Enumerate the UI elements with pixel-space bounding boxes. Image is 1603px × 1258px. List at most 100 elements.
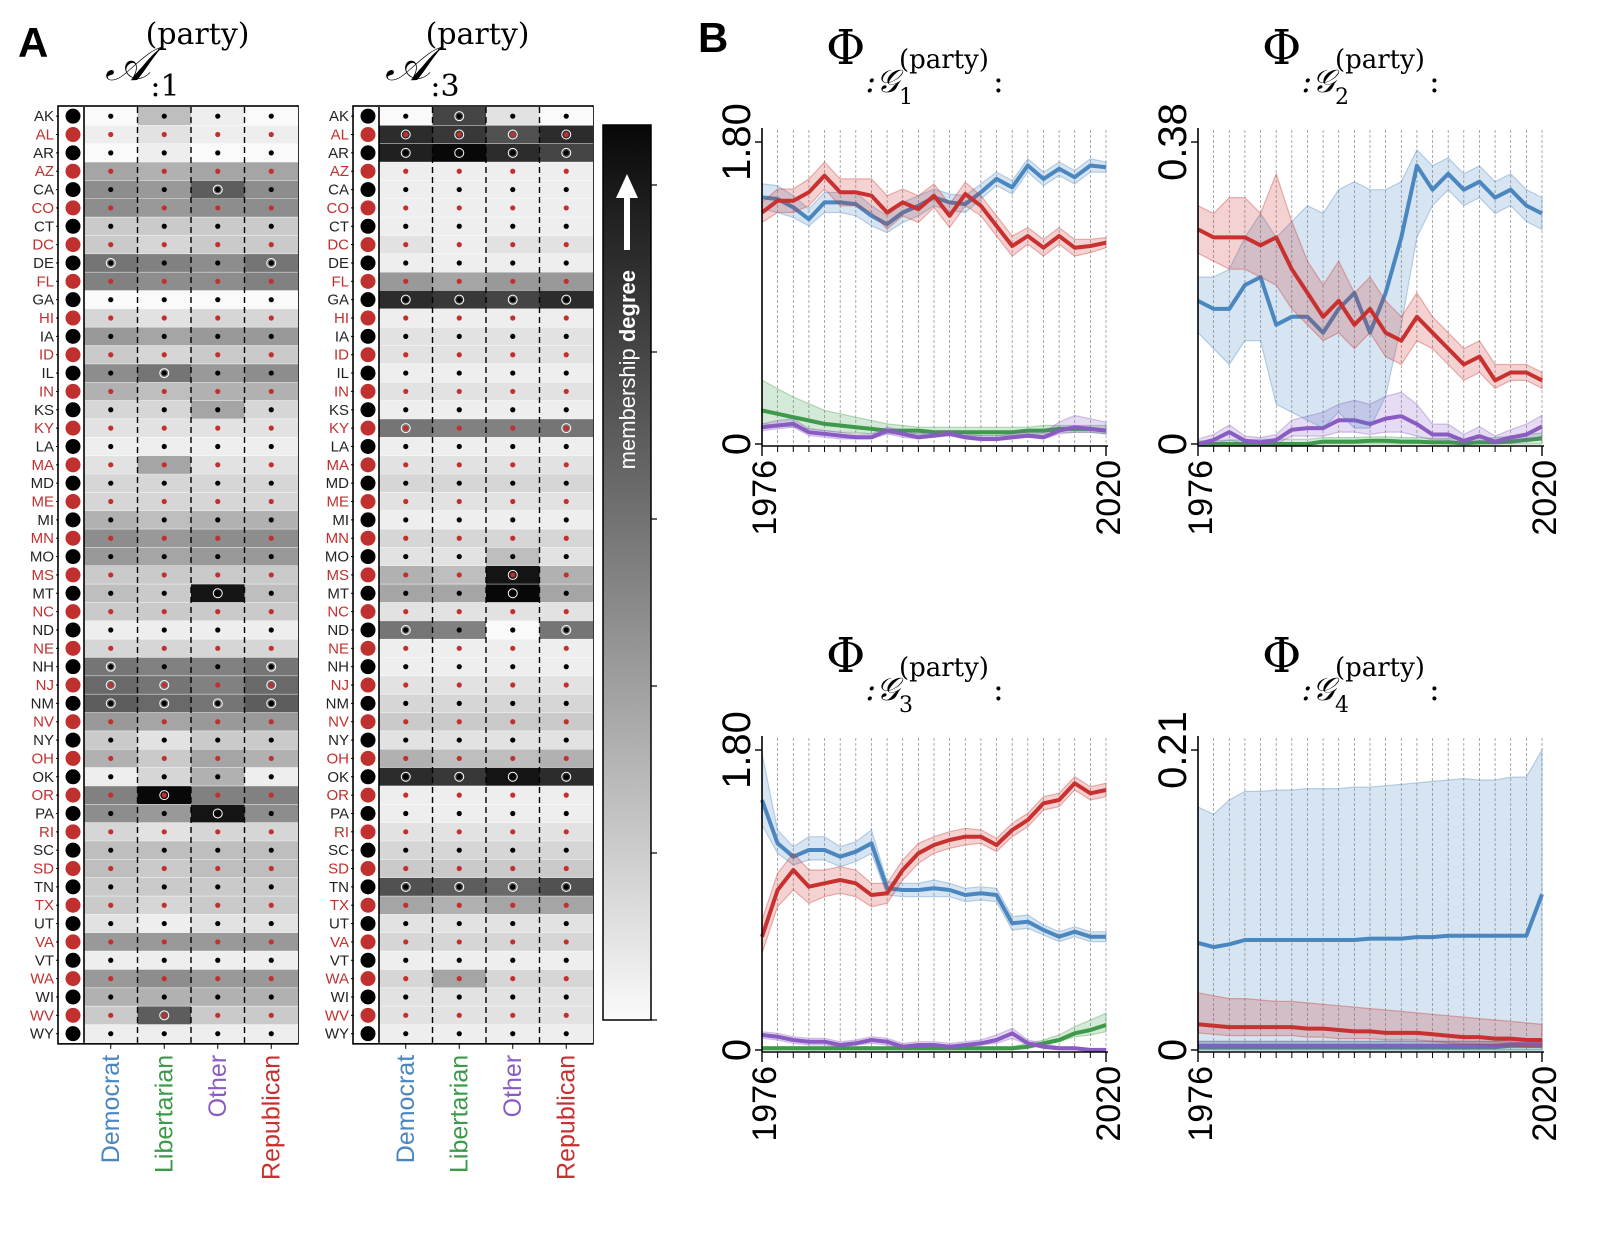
- state-label: IA: [335, 328, 349, 345]
- heat-cell-dot: [161, 425, 167, 431]
- series-line-other: [1197, 414, 1543, 446]
- heat-cell-dot: [456, 682, 462, 688]
- heat-cell-dot: [161, 645, 167, 651]
- heat-cell-dot: [563, 425, 569, 431]
- heat-cell-dot: [108, 829, 114, 835]
- heat-cell-dot: [268, 443, 274, 450]
- heat-cell-ring: [159, 790, 170, 801]
- heat-cell-dot: [161, 278, 167, 284]
- state-label: SD: [328, 861, 349, 878]
- state-label: NE: [33, 640, 54, 657]
- heat-cell-dot: [456, 1031, 462, 1037]
- heat-cell-dot: [108, 498, 114, 505]
- heat-cell-dot: [161, 572, 167, 578]
- state-party-dot: [360, 255, 376, 271]
- heat-cell-dot: [268, 939, 274, 945]
- state-label: IL: [336, 365, 349, 382]
- heat-cell-dot: [456, 884, 462, 890]
- heat-cell-dot: [215, 407, 221, 413]
- heat-cell-dot: [268, 333, 274, 339]
- heat-cell-ring: [561, 423, 572, 434]
- state-label: CO: [32, 200, 55, 217]
- series-band-republican: [761, 775, 1107, 954]
- state-label: AZ: [330, 163, 349, 180]
- heat-cell-dot: [563, 315, 569, 321]
- heat-cell-dot: [161, 682, 167, 688]
- heat-cell-dot: [161, 517, 167, 523]
- heat-cell-dot: [161, 719, 167, 725]
- y-tick-label: 0.38: [1151, 103, 1195, 181]
- heat-cell-dot: [215, 884, 221, 890]
- heat-cell-dot: [403, 682, 409, 688]
- heat-cell-dot: [268, 994, 274, 1000]
- column-label-other: Other: [499, 1055, 527, 1118]
- heat-cell-dot: [403, 443, 409, 450]
- heat-cell-dot: [456, 517, 462, 523]
- heat-cell-dot: [268, 480, 274, 486]
- heat-cell-dot: [268, 370, 274, 376]
- heat-cell-dot: [510, 242, 516, 248]
- state-label: OH: [32, 750, 55, 767]
- heat-cell-dot: [108, 535, 114, 541]
- heat-cell-dot: [510, 260, 516, 266]
- state-party-dot: [360, 127, 376, 143]
- heat-cell-dot: [403, 462, 409, 468]
- heat-cell-dot: [161, 920, 167, 927]
- heat-cell-dot: [268, 572, 274, 578]
- heat-cell-dot: [161, 186, 167, 193]
- heat-cell-dot: [403, 664, 409, 670]
- heat-cell-dot: [510, 480, 516, 486]
- state-party-dot: [65, 567, 81, 583]
- heat-cell-dot: [161, 535, 167, 541]
- state-party-dot: [65, 677, 81, 693]
- heat-cell-dot: [268, 113, 274, 119]
- state-party-dot: [360, 1007, 376, 1023]
- series-band-democrat: [761, 753, 1107, 943]
- heat-cell-dot: [161, 297, 167, 303]
- heat-cell-dot: [161, 480, 167, 486]
- heat-cell-dot: [215, 994, 221, 1000]
- state-party-dot: [65, 640, 81, 656]
- state-party-dot: [360, 824, 376, 840]
- heat-cell-dot: [456, 168, 462, 174]
- heat-cell-dot: [510, 939, 516, 945]
- heat-cell-dot: [108, 810, 114, 817]
- state-party-dot: [360, 1026, 376, 1042]
- state-party-dot: [360, 420, 376, 436]
- heat-cell-dot: [563, 443, 569, 450]
- heat-cell-ring: [400, 423, 411, 434]
- heat-cell-ring: [507, 294, 518, 305]
- state-label: GA: [327, 292, 349, 309]
- state-party-dot: [360, 163, 376, 179]
- heat-cell-dot: [403, 847, 409, 853]
- heat-cell-dot: [563, 388, 569, 395]
- heat-cell-dot: [563, 847, 569, 853]
- heat-cell-dot: [403, 480, 409, 486]
- heat-cell-dot: [403, 627, 409, 633]
- heat-cell-dot: [108, 315, 114, 321]
- heat-cell-dot: [215, 333, 221, 339]
- heat-cell-ring: [454, 294, 465, 305]
- heat-cell-dot: [403, 590, 409, 596]
- heat-cell-dot: [563, 572, 569, 578]
- heat-cell-dot: [456, 572, 462, 578]
- x-tick-label: 2020: [1526, 460, 1564, 536]
- heat-cell-dot: [215, 352, 221, 358]
- state-label: VT: [35, 952, 54, 969]
- heat-cell-ring: [400, 129, 411, 140]
- heat-cell-dot: [108, 113, 114, 119]
- heat-cell-ring: [454, 129, 465, 140]
- state-party-dot: [360, 512, 376, 528]
- y-tick-label: 0: [1151, 1039, 1195, 1061]
- heat-cell-dot: [108, 645, 114, 651]
- state-party-dot: [360, 475, 376, 491]
- heat-cell-dot: [161, 774, 167, 780]
- heat-cell-dot: [563, 976, 569, 982]
- heat-cell-dot: [268, 792, 274, 798]
- heat-cell-dot: [510, 352, 516, 358]
- heat-cell-dot: [456, 976, 462, 982]
- series-line-libertarian: [761, 408, 1107, 435]
- y-tick-label: 0: [715, 433, 759, 455]
- state-label: MS: [32, 567, 55, 584]
- heat-cell-dot: [563, 407, 569, 413]
